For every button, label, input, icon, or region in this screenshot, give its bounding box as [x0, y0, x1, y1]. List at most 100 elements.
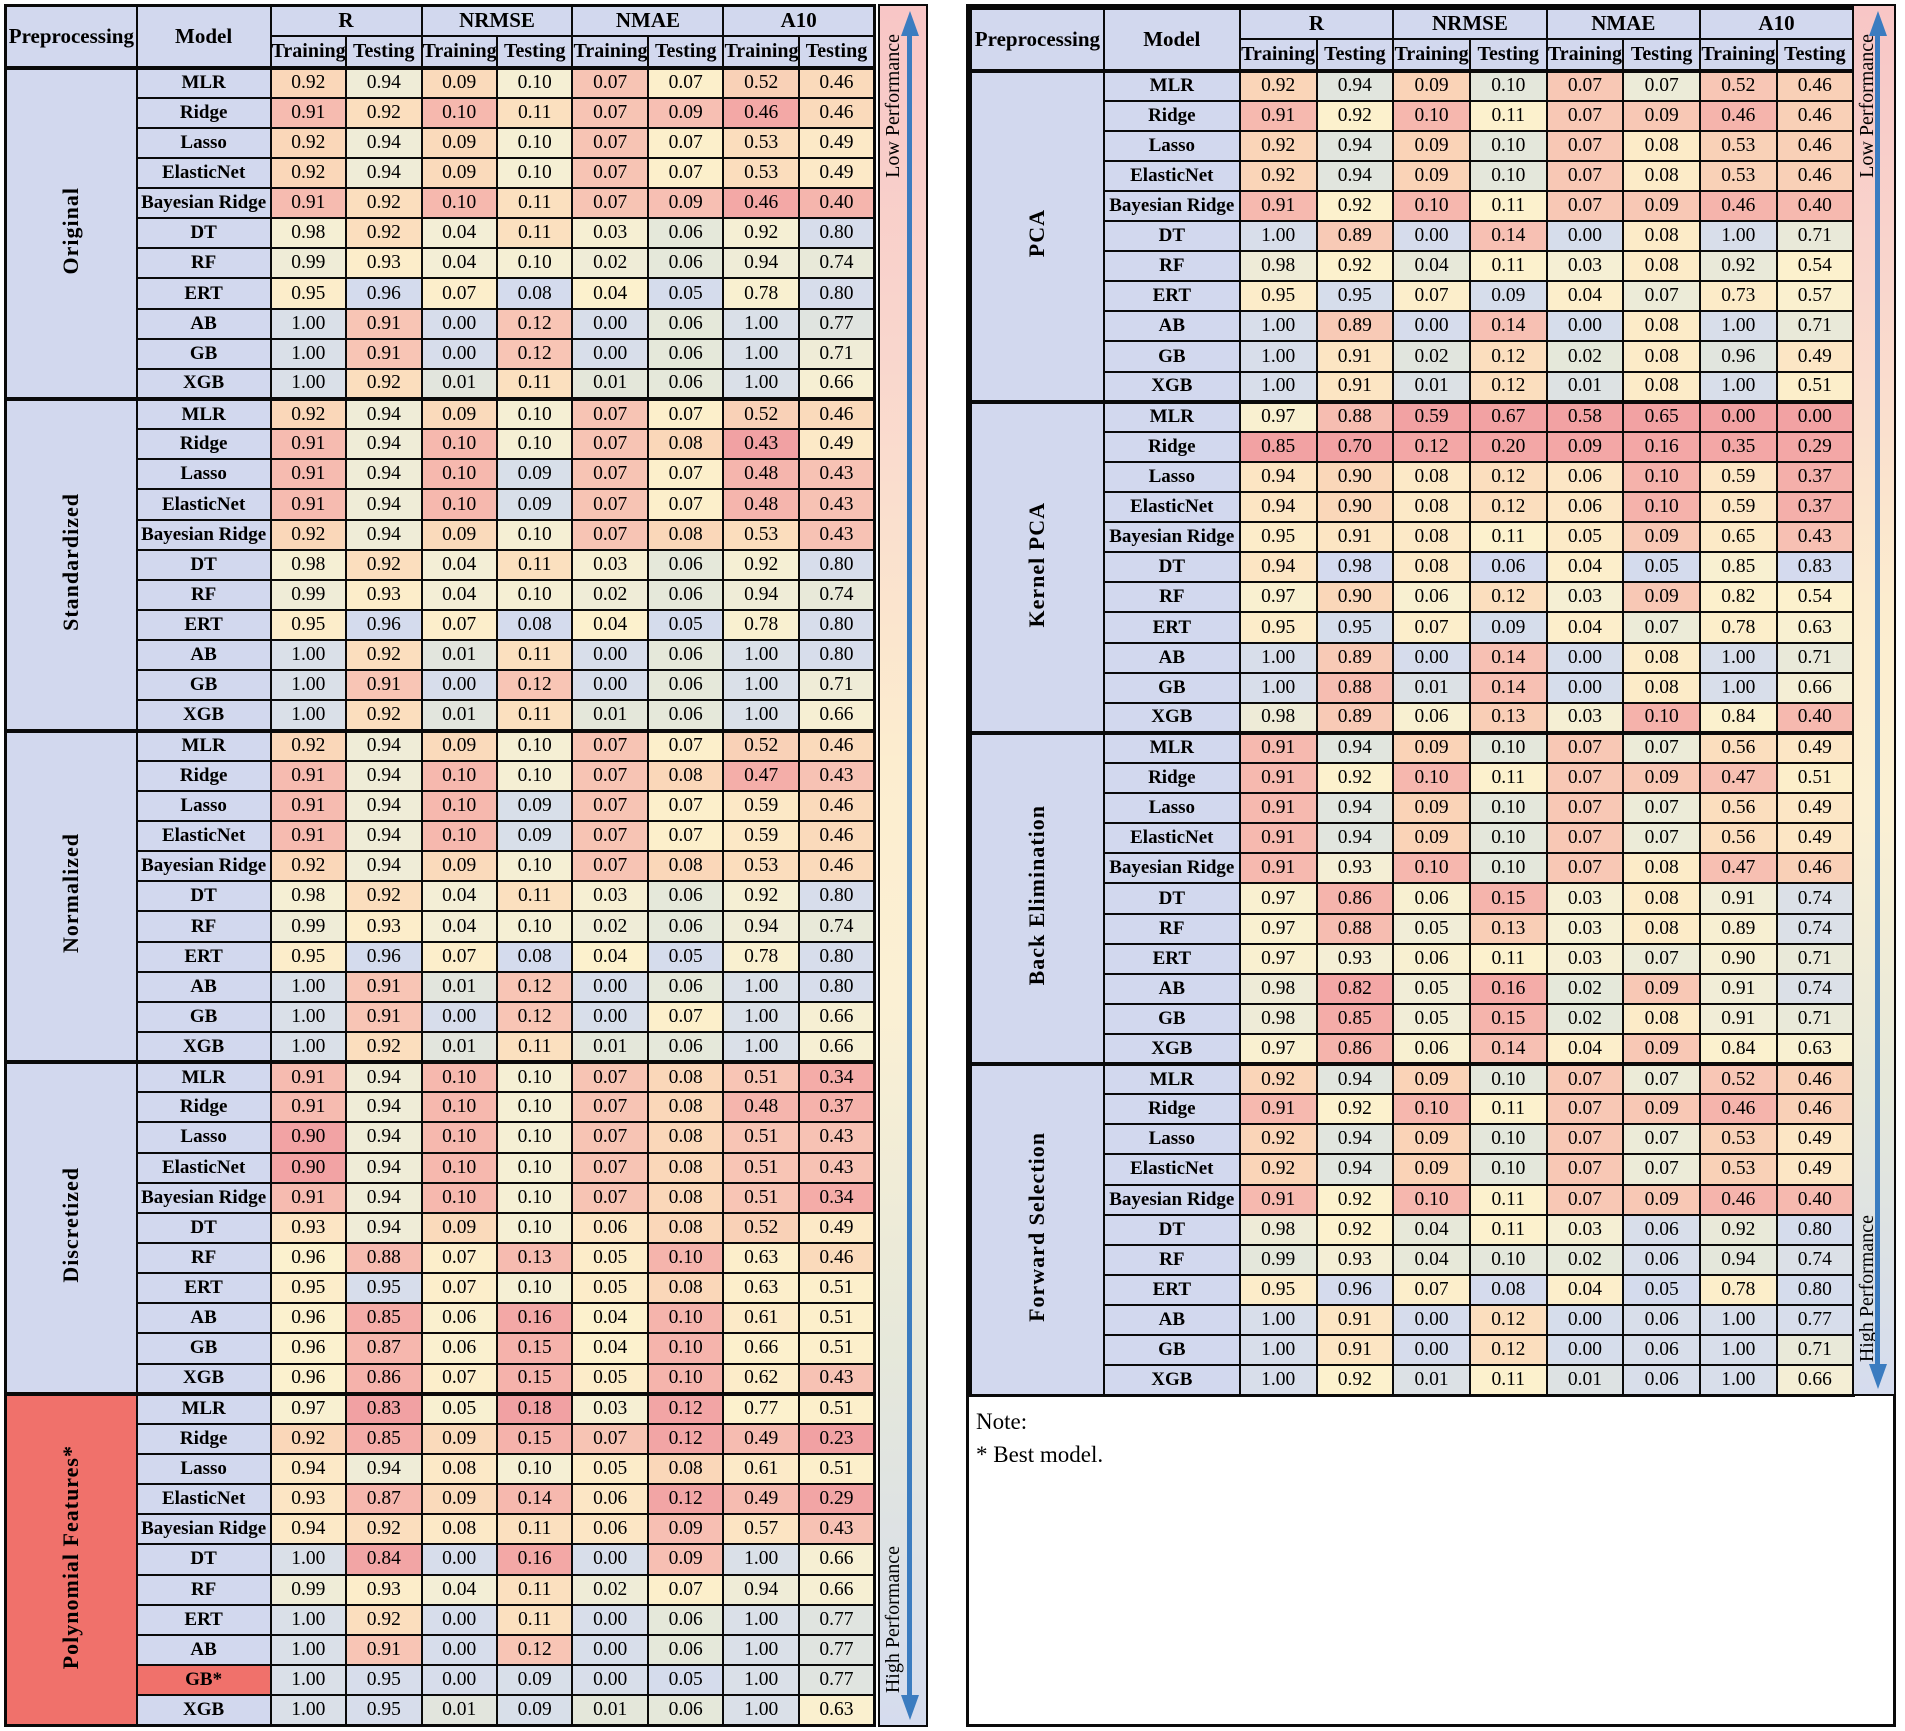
value-cell: 0.94	[345, 1452, 423, 1486]
model-cell-elasticnet: ElasticNet	[135, 1483, 272, 1516]
performance-scale-right: Low Performance High Performance	[1852, 4, 1896, 1396]
value-cell: 0.08	[495, 277, 574, 310]
value-cell: 0.92	[1238, 159, 1318, 192]
value-cell: 0.09	[1392, 730, 1471, 765]
value-cell: 0.06	[571, 1211, 649, 1244]
value-cell: 0.83	[345, 1391, 423, 1425]
value-cell: 0.95	[269, 609, 348, 642]
value-cell: 0.52	[722, 728, 800, 762]
group-label-kernel-pca: Kernel PCA	[969, 399, 1105, 734]
value-cell: 0.89	[1315, 641, 1395, 674]
value-cell: 0.09	[646, 96, 725, 129]
value-cell: 0.01	[571, 1694, 649, 1727]
value-cell: 0.01	[571, 699, 649, 732]
value-cell: 0.78	[1699, 1273, 1778, 1306]
value-cell: 0.51	[797, 1391, 876, 1425]
value-cell: 0.11	[495, 217, 574, 250]
value-cell: 0.91	[1238, 189, 1318, 223]
value-cell: 0.91	[1699, 882, 1778, 915]
value-cell: 0.10	[1468, 1123, 1548, 1156]
value-cell: 0.09	[646, 1513, 725, 1546]
model-cell-lasso: Lasso	[135, 126, 272, 159]
value-cell: 0.04	[420, 910, 498, 943]
value-cell: 0.13	[1468, 701, 1548, 734]
model-cell-mlr: MLR	[1102, 730, 1241, 765]
value-cell: 0.04	[1545, 280, 1625, 313]
value-cell: 0.10	[646, 1362, 725, 1395]
model-cell-ridge: Ridge	[135, 1422, 272, 1455]
model-cell-lasso: Lasso	[1102, 792, 1241, 825]
value-cell: 0.90	[269, 1121, 348, 1154]
value-cell: 0.07	[571, 850, 649, 883]
value-cell: 0.87	[345, 1483, 423, 1516]
value-cell: 0.29	[1775, 430, 1855, 463]
value-cell: 0.46	[1775, 99, 1855, 132]
value-cell: 0.93	[269, 1483, 348, 1516]
value-cell: 0.92	[722, 880, 800, 913]
value-cell: 0.10	[1468, 822, 1548, 855]
value-cell: 0.80	[797, 548, 876, 581]
value-cell: 0.43	[797, 1513, 876, 1546]
value-cell: 0.08	[1392, 551, 1471, 584]
value-cell: 0.74	[797, 578, 876, 612]
value-cell: 0.05	[1392, 972, 1471, 1005]
model-cell-dt: DT	[1102, 882, 1241, 915]
value-cell: 0.91	[269, 96, 348, 129]
value-cell: 0.95	[1315, 280, 1395, 313]
value-cell: 0.08	[1622, 310, 1702, 343]
value-cell: 0.06	[1392, 701, 1471, 734]
model-cell-ert: ERT	[135, 940, 272, 973]
value-cell: 1.00	[722, 1543, 800, 1576]
header-nmae-testing: Testing	[646, 34, 725, 69]
value-cell: 0.10	[1468, 1062, 1548, 1096]
header-metric-nrmse: NRMSE	[420, 4, 574, 37]
value-cell: 0.94	[345, 789, 423, 823]
value-cell: 0.16	[1622, 430, 1702, 463]
value-cell: 0.37	[1775, 491, 1855, 524]
model-cell-xgb: XGB	[1102, 701, 1241, 734]
value-cell: 0.94	[345, 1060, 423, 1094]
value-cell: 0.86	[345, 1362, 423, 1395]
value-cell: 1.00	[722, 367, 800, 401]
value-cell: 0.20	[1468, 430, 1548, 463]
model-cell-gb: GB	[135, 1000, 272, 1034]
model-cell-mlr: MLR	[1102, 68, 1241, 102]
model-cell-ridge: Ridge	[1102, 1093, 1241, 1126]
value-cell: 0.43	[797, 759, 876, 792]
value-cell: 0.94	[722, 910, 800, 943]
value-cell: 0.96	[345, 609, 423, 642]
value-cell: 0.07	[1392, 280, 1471, 313]
model-cell-dt: DT	[135, 217, 272, 250]
model-cell-dt: DT	[135, 1543, 272, 1576]
value-cell: 1.00	[269, 699, 348, 732]
value-cell: 0.66	[797, 699, 876, 732]
model-cell-ert: ERT	[1102, 280, 1241, 313]
value-cell: 0.00	[571, 1633, 649, 1666]
value-cell: 0.92	[345, 548, 423, 581]
value-cell: 0.40	[1775, 1183, 1855, 1216]
model-cell-dt: DT	[135, 880, 272, 913]
value-cell: 0.00	[1392, 310, 1471, 343]
value-cell: 0.11	[1468, 1183, 1548, 1216]
value-cell: 0.66	[1775, 671, 1855, 704]
value-cell: 0.09	[495, 458, 574, 491]
value-cell: 0.03	[1545, 1213, 1625, 1246]
value-cell: 0.08	[1622, 220, 1702, 253]
value-cell: 0.02	[571, 910, 649, 943]
group-label-discretized: Discretized	[4, 1060, 138, 1395]
value-cell: 0.09	[1622, 581, 1702, 614]
value-cell: 0.59	[1699, 491, 1778, 524]
value-cell: 0.91	[269, 1181, 348, 1214]
value-cell: 0.09	[420, 126, 498, 159]
arrow-up-icon	[1869, 11, 1887, 36]
value-cell: 0.08	[1392, 460, 1471, 494]
header-nrmse-testing: Testing	[1468, 37, 1548, 72]
model-cell-elasticnet: ElasticNet	[135, 488, 272, 521]
value-cell: 0.07	[571, 126, 649, 159]
value-cell: 0.08	[1622, 671, 1702, 704]
value-cell: 1.00	[1238, 671, 1318, 704]
value-cell: 0.92	[1315, 189, 1395, 223]
value-cell: 0.18	[495, 1391, 574, 1425]
value-cell: 0.00	[571, 639, 649, 672]
value-cell: 0.51	[797, 1452, 876, 1486]
